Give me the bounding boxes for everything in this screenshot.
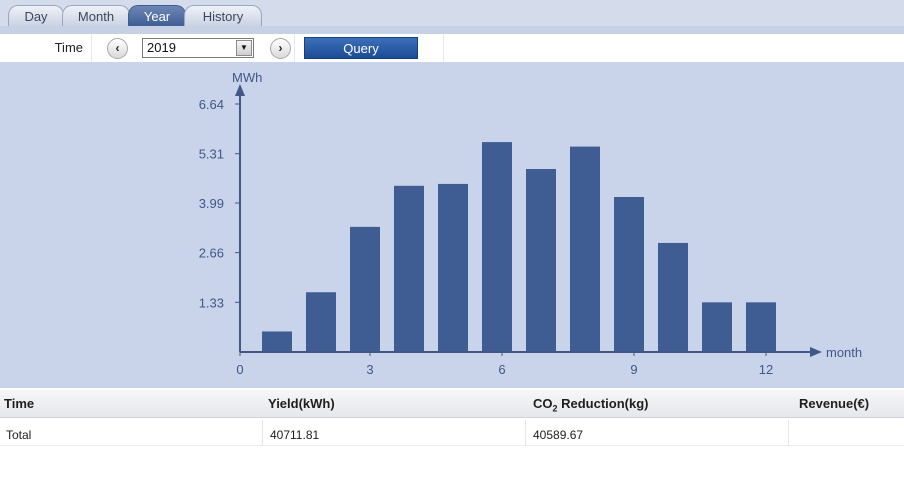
y-tick-label: 6.64 — [199, 97, 224, 112]
x-tick-label: 3 — [366, 362, 373, 377]
x-axis-arrow-icon — [810, 347, 822, 357]
query-button[interactable]: Query — [304, 37, 418, 59]
year-select-value: 2019 — [147, 40, 176, 55]
co2-label: CO — [533, 396, 553, 411]
summary-table-header: Time Yield(kWh) CO2 Reduction(kg) Revenu… — [0, 390, 904, 418]
bar-month-7 — [526, 168, 556, 352]
next-year-button[interactable]: › — [270, 38, 291, 59]
year-select[interactable]: 2019 ▼ — [142, 38, 254, 58]
chevron-left-icon: ‹ — [115, 41, 120, 55]
yield-chart: 1.33 2.66 3.99 5.31 6.64 0 3 6 9 12 MWh month — [0, 62, 904, 388]
bar-month-3 — [350, 226, 380, 352]
column-header-co2: CO2 Reduction(kg) — [533, 390, 649, 418]
column-header-time: Time — [4, 396, 35, 411]
tab-day[interactable]: Day — [8, 5, 64, 27]
x-tick-label: 6 — [498, 362, 505, 377]
column-header-yield: Yield(kWh) — [268, 396, 335, 411]
cell-time: Total — [6, 428, 32, 442]
column-divider — [525, 420, 526, 446]
tab-history[interactable]: History — [184, 5, 262, 27]
toolbar-divider — [294, 34, 295, 62]
y-tick-label: 3.99 — [199, 196, 224, 211]
cell-co2: 40589.67 — [533, 428, 584, 442]
yield-bar-chart: 1.33 2.66 3.99 5.31 6.64 0 3 6 9 12 MWh month — [199, 70, 862, 377]
bar-month-9 — [614, 197, 644, 352]
tab-month[interactable]: Month — [62, 5, 130, 27]
bar-month-1 — [262, 331, 292, 352]
tab-year[interactable]: Year — [128, 5, 186, 27]
bar-month-5 — [438, 183, 468, 352]
bar-month-12 — [746, 302, 776, 352]
bars-layer — [262, 142, 776, 352]
bar-month-4 — [394, 185, 424, 352]
x-tick-label: 0 — [236, 362, 243, 377]
co2-label-suffix: Reduction(kg) — [557, 396, 649, 411]
column-header-revenue: Revenue(€) — [799, 396, 870, 411]
bar-month-10 — [658, 242, 688, 352]
query-toolbar: Time ‹ 2019 ▼ › Query — [0, 34, 904, 62]
table-row: Total 40711.81 40589.67 — [0, 420, 904, 446]
column-divider — [788, 420, 789, 446]
bar-month-2 — [306, 292, 336, 352]
cell-yield: 40711.81 — [270, 428, 320, 442]
column-divider — [262, 420, 263, 446]
time-label: Time — [0, 34, 92, 62]
y-tick-label: 5.31 — [199, 147, 224, 162]
tab-underline-strip — [0, 26, 904, 34]
x-tick-label: 12 — [759, 362, 773, 377]
ticks-layer: 1.33 2.66 3.99 5.31 6.64 0 3 6 9 12 — [199, 97, 774, 377]
bar-month-8 — [570, 146, 600, 352]
bar-month-6 — [482, 142, 512, 352]
chevron-right-icon: › — [278, 41, 283, 55]
y-tick-label: 2.66 — [199, 246, 224, 261]
y-axis-arrow-icon — [235, 84, 245, 96]
toolbar-divider — [443, 34, 444, 62]
x-tick-label: 9 — [630, 362, 637, 377]
period-tab-bar: Day Month Year History — [0, 0, 904, 27]
x-axis-unit: month — [826, 345, 862, 360]
previous-year-button[interactable]: ‹ — [107, 38, 128, 59]
bar-month-11 — [702, 302, 732, 352]
y-tick-label: 1.33 — [199, 295, 224, 310]
dropdown-arrow-icon[interactable]: ▼ — [236, 40, 252, 56]
y-axis-unit: MWh — [232, 70, 262, 85]
co2-subscript: 2 — [552, 403, 558, 414]
